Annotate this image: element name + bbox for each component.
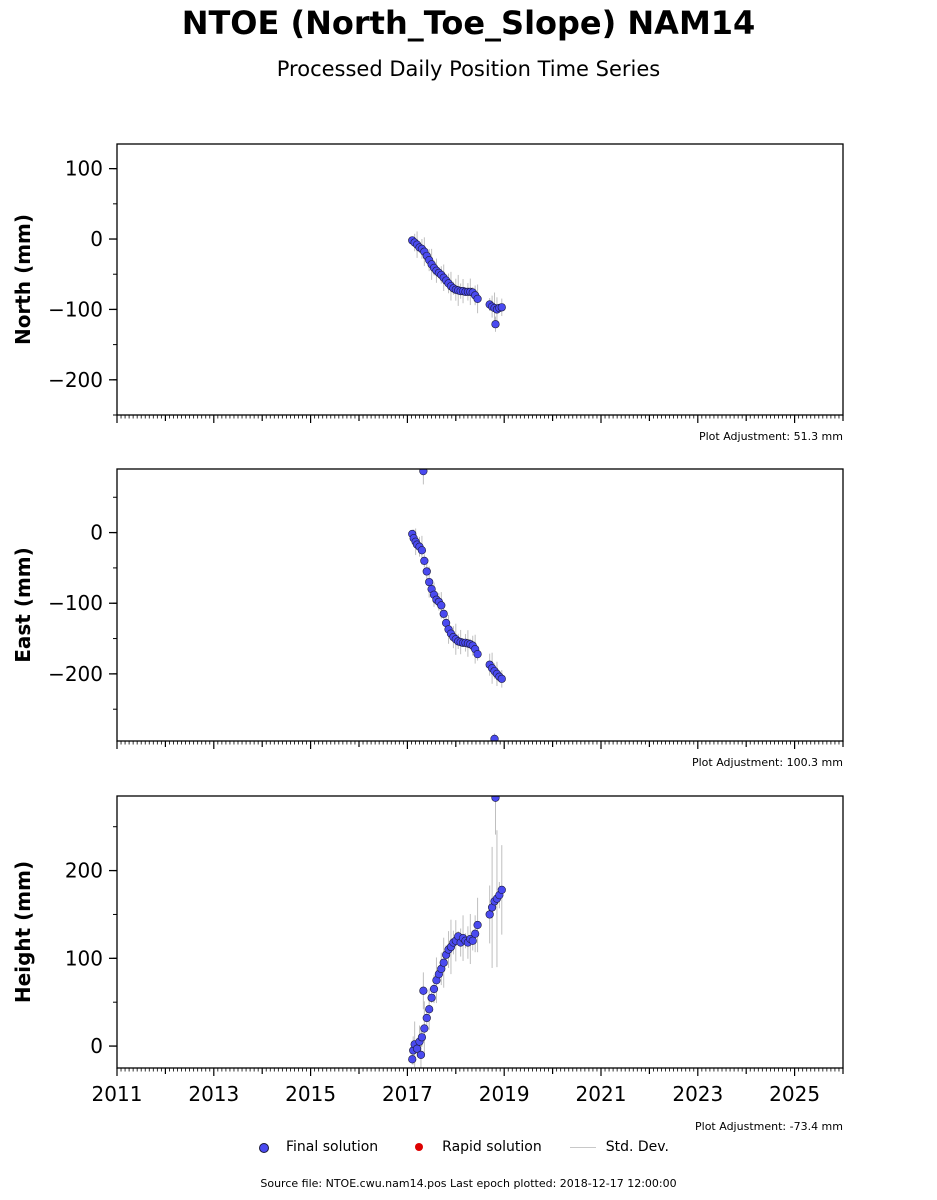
panel-height-adjustment: Plot Adjustment: -73.4 mm — [695, 1120, 843, 1133]
panel-height-frame — [116, 795, 844, 1069]
y-tick-label: 0 — [90, 1034, 103, 1058]
legend-std: Std. Dev. — [569, 1137, 669, 1157]
legend: Final solution Rapid solution Std. Dev. — [250, 1136, 697, 1158]
y-tick-label: −200 — [48, 368, 103, 392]
y-tick-label: −100 — [48, 591, 103, 615]
data-point — [419, 469, 428, 476]
data-point — [416, 1050, 426, 1059]
data-point — [417, 1033, 427, 1042]
data-point — [425, 1005, 434, 1014]
data-point — [473, 920, 482, 930]
data-point — [419, 986, 428, 995]
x-tick-label: 2025 — [769, 1082, 820, 1106]
y-tick-label: 0 — [90, 521, 103, 545]
y-tick-label: 100 — [65, 946, 103, 970]
legend-final-label: Final solution — [286, 1139, 379, 1155]
data-point — [485, 910, 494, 919]
panel-north-data — [408, 231, 506, 332]
data-point — [437, 601, 446, 610]
panel-east-data — [408, 469, 506, 741]
legend-rapid-label: Rapid solution — [442, 1139, 542, 1155]
data-point — [497, 674, 506, 683]
data-point — [422, 1013, 431, 1023]
y-tick-label: 200 — [65, 859, 103, 883]
legend-final: Final solution — [250, 1137, 378, 1157]
panel-east-frame — [116, 468, 844, 742]
y-tick-label: −200 — [48, 662, 103, 686]
data-point — [497, 885, 506, 894]
data-point — [473, 294, 482, 303]
data-point — [429, 984, 439, 994]
panel-east: 0 −100 −200 East (mm) Plot Adjustment: 100.3… — [11, 468, 844, 769]
x-tick-label: 2015 — [285, 1082, 336, 1106]
y-tick-label: −100 — [48, 297, 103, 321]
data-point — [417, 546, 427, 555]
legend-std-line — [569, 1147, 596, 1148]
chart-title: NTOE (North_Toe_Slope) NAM14 — [181, 4, 756, 42]
panel-height-data — [408, 796, 506, 1068]
panel-height-ylabel: Height (mm) — [11, 861, 35, 1003]
data-point — [427, 993, 436, 1002]
data-point — [490, 734, 499, 741]
data-point — [420, 556, 429, 565]
x-tick-label: 2019 — [479, 1082, 530, 1106]
data-point — [473, 650, 482, 659]
data-point — [491, 796, 500, 802]
data-point — [468, 936, 477, 945]
panel-height: 0 100 200 2011 2013 2015 2017 2019 2021 2023 2025 H… — [11, 795, 844, 1133]
legend-std-label: Std. Dev. — [605, 1139, 669, 1155]
panel-north-adjustment: Plot Adjustment: 51.3 mm — [699, 430, 843, 443]
chart-subtitle: Processed Daily Position Time Series — [276, 57, 661, 81]
panel-north: 100 0 −100 −200 North (mm) Plot Adjustment: 5… — [11, 143, 844, 443]
x-tick-label: 2021 — [576, 1082, 627, 1106]
data-point — [420, 1024, 429, 1033]
data-point — [425, 577, 434, 587]
y-tick-label: 100 — [65, 157, 103, 181]
data-point — [471, 929, 480, 938]
panel-east-adjustment: Plot Adjustment: 100.3 mm — [692, 756, 843, 769]
data-point — [422, 567, 431, 576]
data-point — [497, 303, 506, 312]
data-point — [408, 1055, 417, 1064]
x-tick-label: 2011 — [92, 1082, 143, 1106]
source-footer: Source file: NTOE.cwu.nam14.pos Last epo… — [260, 1177, 677, 1190]
data-point — [491, 320, 500, 329]
legend-rapid: Rapid solution — [406, 1137, 542, 1157]
x-tick-label: 2013 — [188, 1082, 239, 1106]
panel-north-ylabel: North (mm) — [11, 214, 35, 345]
data-point — [439, 609, 448, 618]
legend-rapid-marker — [415, 1143, 424, 1151]
x-tick-label: 2023 — [672, 1082, 723, 1106]
panel-north-frame — [116, 143, 844, 416]
y-tick-label: 0 — [90, 227, 103, 251]
data-point — [439, 958, 448, 967]
legend-final-marker — [259, 1143, 269, 1153]
panel-east-ylabel: East (mm) — [11, 547, 35, 663]
x-tick-label: 2017 — [382, 1082, 433, 1106]
